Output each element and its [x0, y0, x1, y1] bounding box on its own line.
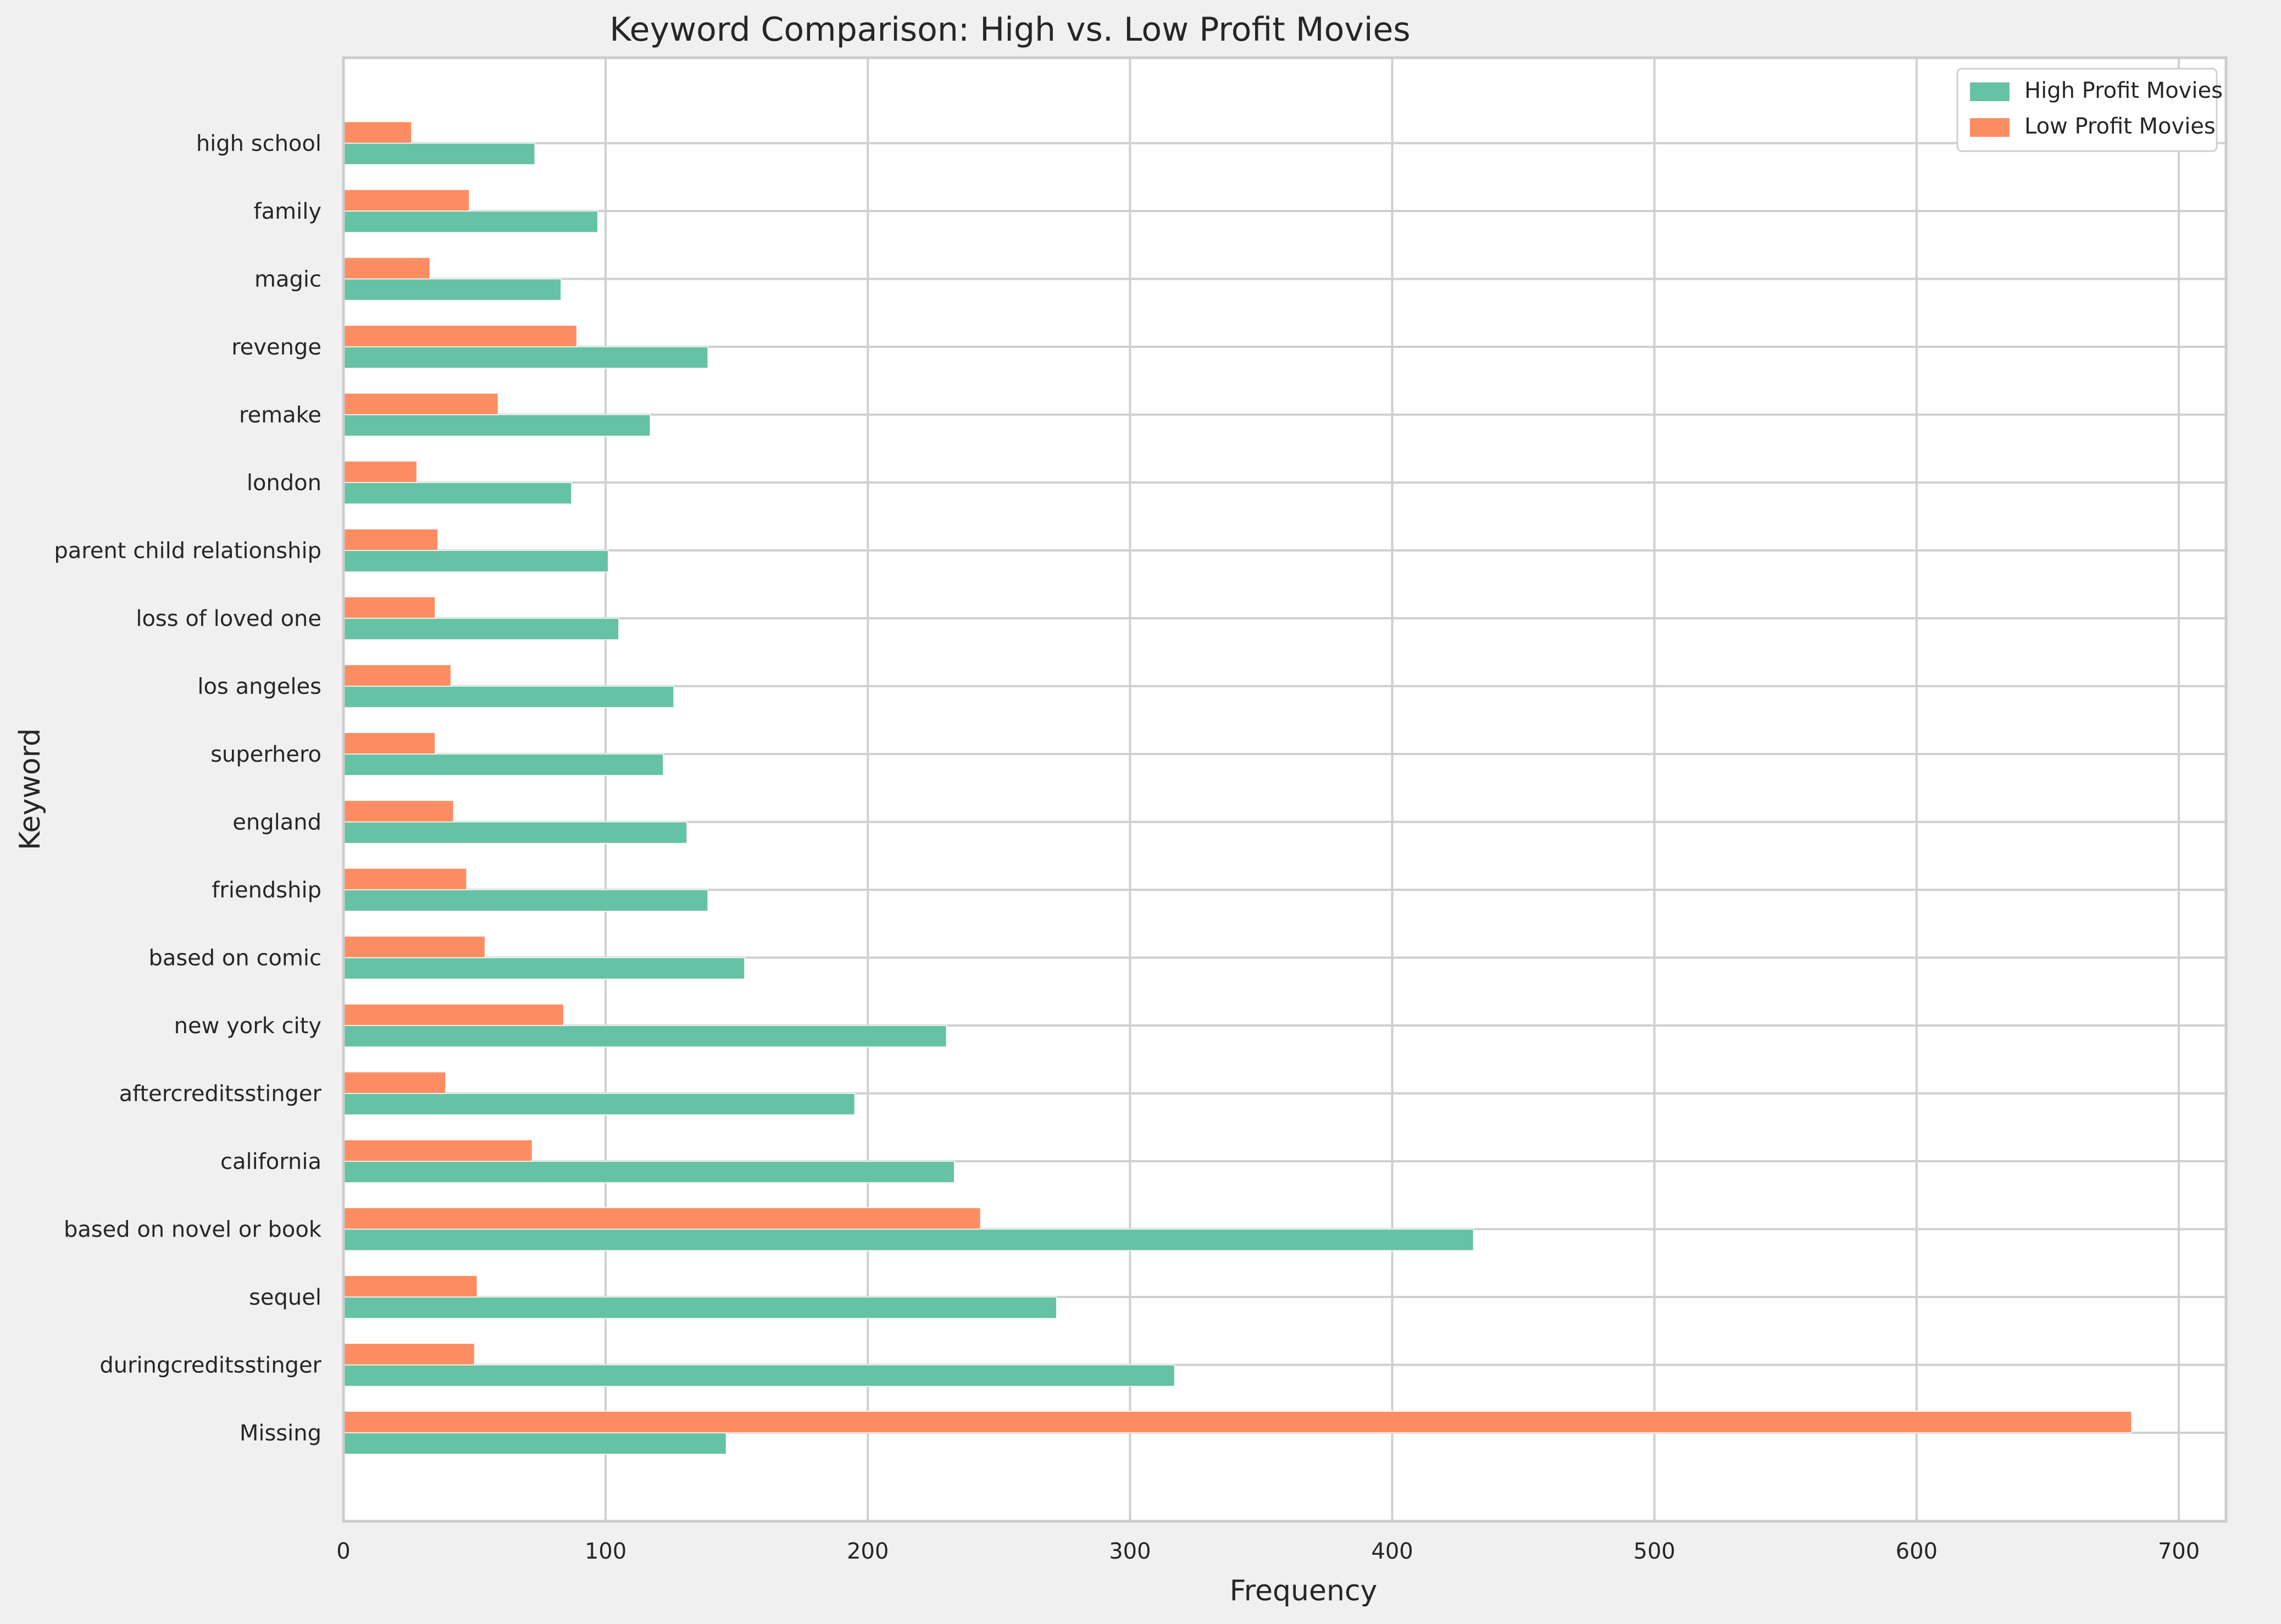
y-tick-label: friendship: [212, 878, 321, 903]
bar-high-profit: [343, 957, 745, 980]
y-tick-label: based on novel or book: [64, 1217, 322, 1243]
bar-low-profit: [343, 257, 431, 280]
x-tick-label: 300: [1109, 1539, 1151, 1564]
y-tick-label: high school: [196, 131, 321, 157]
bar-high-profit: [343, 1228, 1474, 1251]
bar-high-profit: [343, 821, 687, 844]
bar-low-profit: [343, 868, 468, 890]
bar-high-profit: [343, 685, 674, 708]
y-tick-label: revenge: [231, 335, 321, 360]
bar-low-profit: [343, 1411, 2132, 1433]
y-tick-label: magic: [254, 267, 321, 292]
bar-low-profit: [343, 189, 470, 212]
bar-high-profit: [343, 210, 598, 233]
bar-high-profit: [343, 550, 609, 573]
legend-label-high-profit: High Profit Movies: [2024, 78, 2223, 103]
bar-low-profit: [343, 392, 499, 415]
bar-low-profit: [343, 1004, 564, 1026]
bar-high-profit: [343, 1025, 947, 1047]
y-tick-label: aftercreditsstinger: [119, 1082, 322, 1107]
bar-high-profit: [343, 1432, 727, 1455]
bar-high-profit: [343, 889, 708, 912]
y-tick-label: los angeles: [197, 674, 321, 700]
y-tick-label: parent child relationship: [54, 539, 321, 564]
legend-swatch-high-profit: [1970, 82, 2010, 101]
bar-low-profit: [343, 1343, 475, 1366]
bar-high-profit: [343, 414, 651, 437]
x-tick-label: 200: [847, 1539, 889, 1564]
legend-box: [1956, 68, 2218, 152]
y-tick-label: loss of loved one: [136, 606, 321, 631]
bar-low-profit: [343, 935, 486, 958]
x-tick-label: 400: [1371, 1539, 1413, 1564]
bar-high-profit: [343, 1296, 1057, 1319]
plot-area: [343, 58, 2226, 1521]
y-tick-labels: Missing duringcreditsstinger sequel based o…: [54, 131, 321, 1446]
bar-high-profit: [343, 1093, 856, 1116]
bar-low-profit: [343, 325, 578, 347]
bar-high-profit: [343, 142, 536, 165]
y-tick-label: england: [232, 810, 321, 835]
bar-low-profit: [343, 1207, 981, 1230]
bar-low-profit: [343, 664, 452, 687]
legend: High Profit Movies Low Profit Movies: [1956, 68, 2223, 152]
bar-high-profit: [343, 753, 664, 776]
y-tick-label: based on comic: [148, 946, 321, 971]
bar-high-profit: [343, 482, 572, 505]
bar-high-profit: [343, 278, 562, 301]
bar-low-profit: [343, 1275, 478, 1298]
bar-high-profit: [343, 1161, 955, 1183]
y-tick-label: family: [254, 199, 321, 224]
plot-frame: [342, 56, 2228, 1523]
bar-low-profit: [343, 596, 436, 619]
x-axis-label: Frequency: [1230, 1575, 1378, 1608]
chart-title: Keyword Comparison: High vs. Low Profit …: [609, 10, 1410, 49]
bar-high-profit: [343, 1364, 1175, 1387]
x-tick-label: 100: [585, 1539, 626, 1564]
y-tick-label: duringcreditsstinger: [99, 1353, 321, 1378]
bar-low-profit: [343, 1071, 446, 1094]
legend-swatch-low-profit: [1970, 118, 2010, 137]
bar-low-profit: [343, 800, 454, 823]
bar-low-profit: [343, 732, 436, 755]
legend-label-low-profit: Low Profit Movies: [2024, 114, 2216, 139]
bar-high-profit: [343, 618, 619, 640]
y-tick-label: Missing: [240, 1421, 321, 1446]
y-tick-label: california: [220, 1149, 321, 1174]
x-tick-label: 0: [336, 1539, 350, 1564]
y-axis-label: Keyword: [14, 728, 47, 850]
bar-high-profit: [343, 346, 708, 369]
y-tick-label: sequel: [249, 1285, 321, 1310]
bar-low-profit: [343, 1139, 533, 1162]
bar-low-profit: [343, 121, 412, 144]
x-tick-labels: 0 100 200 300 400 500 600 700: [336, 1539, 2200, 1564]
bar-low-profit: [343, 528, 439, 551]
bars: [343, 121, 2132, 1455]
y-tick-label: superhero: [210, 742, 321, 767]
y-tick-label: new york city: [174, 1013, 321, 1039]
bar-low-profit: [343, 461, 418, 483]
x-tick-label: 600: [1896, 1539, 1938, 1564]
x-tick-label: 700: [2158, 1539, 2200, 1564]
y-tick-label: remake: [239, 403, 321, 428]
y-tick-label: london: [247, 470, 321, 496]
x-tick-label: 500: [1634, 1539, 1675, 1564]
